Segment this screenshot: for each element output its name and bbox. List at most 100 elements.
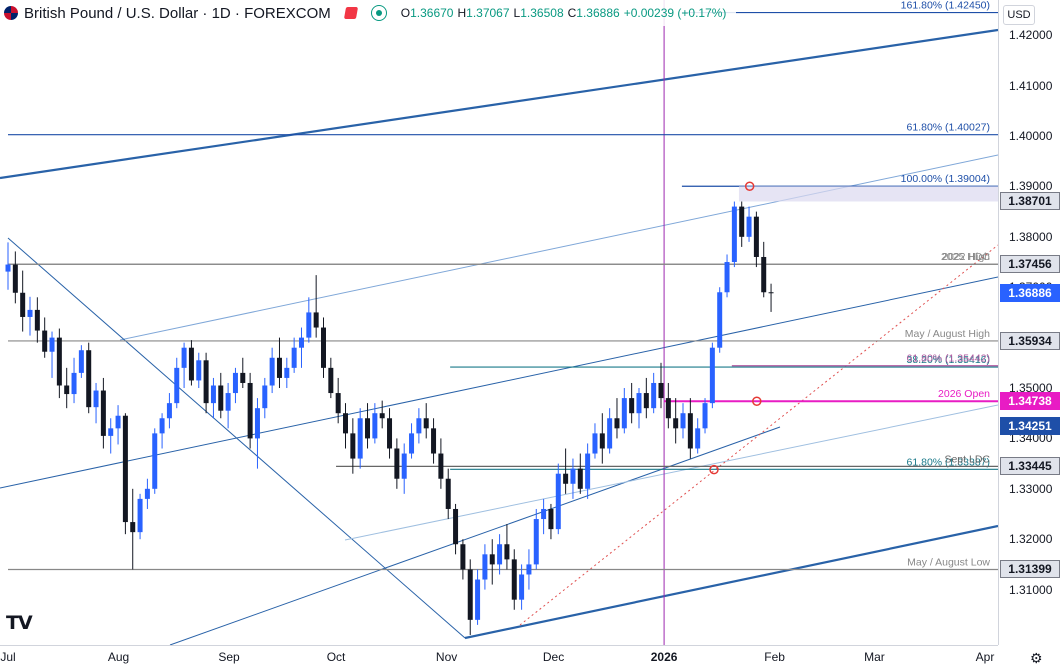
time-tick-label: Apr xyxy=(975,650,995,664)
candle-body xyxy=(423,418,429,429)
candle-body xyxy=(343,413,349,434)
price-tag[interactable]: 1.34738 xyxy=(1000,392,1060,411)
level-marker xyxy=(752,396,762,406)
time-tick-label: Nov xyxy=(435,650,458,664)
market-status-icon[interactable] xyxy=(370,5,387,21)
price-tick-label: 1.35000 xyxy=(1009,381,1053,396)
candle-body xyxy=(409,433,415,454)
level-marker xyxy=(709,464,719,475)
candle-body xyxy=(489,554,495,565)
price-tick-label: 1.31000 xyxy=(1009,582,1053,597)
price-tick-label: 1.39000 xyxy=(1009,179,1053,194)
price-tick-label: 1.33000 xyxy=(1009,481,1053,496)
candle-body xyxy=(225,393,231,411)
settings-gear-icon[interactable]: ⚙ xyxy=(1030,650,1043,666)
symbol-legend: British Pound / U.S. Dollar · 1D · FOREX… xyxy=(0,0,737,26)
candle-body xyxy=(438,453,444,479)
candle-body xyxy=(100,390,106,436)
candle-body xyxy=(130,522,136,533)
candle-body xyxy=(42,330,48,352)
price-tag[interactable]: 1.38701 xyxy=(1000,192,1060,211)
candle-body xyxy=(203,360,209,404)
chart-area[interactable]: 161.80% (1.42450) 61.80% (1.40027) 100.00%… xyxy=(0,0,998,645)
candle-body xyxy=(519,574,525,600)
candle-body xyxy=(563,473,569,484)
currency-selector[interactable]: USD xyxy=(1003,5,1035,25)
time-tick-label: 2026 xyxy=(650,650,678,664)
level-label: 2025 HDC xyxy=(941,251,990,263)
candle-body xyxy=(761,256,767,293)
candle-body xyxy=(137,498,143,533)
ohlc-item: O1.36670 xyxy=(400,6,454,20)
candle-body xyxy=(240,372,246,383)
market-closed-icon[interactable] xyxy=(343,7,358,19)
candle-body xyxy=(548,508,554,530)
target-zone xyxy=(738,186,998,202)
level-label: 2022 High xyxy=(942,251,990,263)
candle-body xyxy=(629,398,635,414)
mid-channel-line xyxy=(0,276,998,489)
candle-body xyxy=(731,206,737,263)
price-tick-label: 1.32000 xyxy=(1009,532,1053,547)
price-chart[interactable]: 161.80% (1.42450) 61.80% (1.40027) 100.00%… xyxy=(0,0,998,645)
price-tag[interactable]: 1.31399 xyxy=(1000,560,1060,579)
candle-body xyxy=(181,347,187,368)
candle-body xyxy=(5,264,11,272)
candle-body xyxy=(159,418,165,434)
level-label: 2026 Open xyxy=(938,388,990,400)
time-tick-label: Feb xyxy=(764,650,785,664)
candle-body xyxy=(232,372,238,394)
candle-body xyxy=(78,350,84,373)
gbp-usd-flag-icon xyxy=(4,6,18,20)
level-label: May / August High xyxy=(905,328,990,340)
level-label: 61.80% (1.40027) xyxy=(907,122,990,134)
price-tick-label: 1.34000 xyxy=(1009,431,1053,446)
candle-body xyxy=(365,418,371,439)
candle-body xyxy=(188,347,194,381)
candle-body xyxy=(86,350,92,408)
level-label: 61.80% (1.33387) xyxy=(907,456,990,468)
candle-body xyxy=(475,579,481,620)
candle-body xyxy=(262,385,268,409)
candle-body xyxy=(497,544,503,565)
candle-body xyxy=(394,448,400,479)
candle-body xyxy=(122,415,128,523)
candle-body xyxy=(621,398,627,429)
price-tag[interactable]: 1.34251 xyxy=(1000,416,1060,435)
tradingview-logo[interactable]: TV xyxy=(6,612,33,634)
time-tick-label: Mar xyxy=(864,650,885,664)
level-label: 161.80% (1.42450) xyxy=(901,0,990,12)
price-tick-label: 1.38000 xyxy=(1009,229,1053,244)
candle-body xyxy=(64,385,70,395)
candle-body xyxy=(115,415,121,429)
candle-body xyxy=(328,367,334,394)
level-label: 61.80% (1.35442) xyxy=(907,353,990,365)
price-tag[interactable]: 1.35934 xyxy=(1000,331,1060,350)
candle-body xyxy=(665,398,671,419)
price-tag[interactable]: 1.33445 xyxy=(1000,457,1060,476)
candle-body xyxy=(746,216,752,237)
candle-body xyxy=(276,357,282,378)
time-tick-label: Oct xyxy=(326,650,346,664)
level-label: 38.20% (1.35416) xyxy=(907,354,990,366)
level-label: 100.00% (1.39004) xyxy=(901,173,990,185)
price-tag[interactable]: 1.37456 xyxy=(1000,255,1060,274)
price-tick-label: 1.42000 xyxy=(1009,28,1053,43)
price-tag[interactable]: 1.36886 xyxy=(1000,283,1060,302)
candle-body xyxy=(599,433,605,449)
candle-body xyxy=(717,292,723,348)
candle-body xyxy=(643,393,649,409)
candle-body xyxy=(585,453,591,489)
candle-body xyxy=(144,488,150,499)
price-scale[interactable]: 1.310001.320001.330001.340001.350001.360… xyxy=(998,0,1061,645)
candle-body xyxy=(284,367,290,378)
candle-body xyxy=(753,216,759,257)
candle-body xyxy=(306,312,312,338)
candle-body xyxy=(453,508,459,545)
time-axis[interactable]: Jul Aug Sep Oct Nov Dec 2026 Feb Mar Apr xyxy=(0,645,998,668)
symbol-title[interactable]: British Pound / U.S. Dollar · 1D · FOREX… xyxy=(24,4,331,22)
candle-body xyxy=(49,337,55,352)
candle-body xyxy=(12,264,18,293)
candle-body xyxy=(768,292,774,294)
candle-body xyxy=(174,367,180,404)
